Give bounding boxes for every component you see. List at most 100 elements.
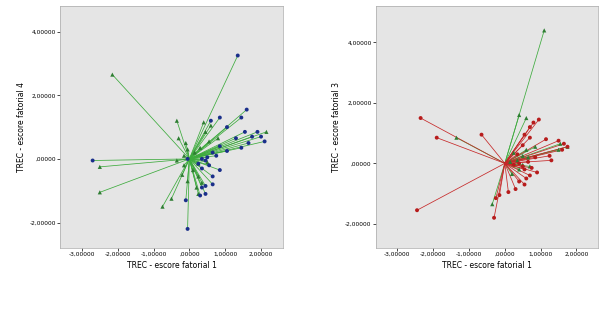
Point xyxy=(108,72,117,77)
Point xyxy=(534,117,544,122)
Point xyxy=(511,187,521,192)
Point xyxy=(222,148,232,153)
Point xyxy=(416,116,425,121)
X-axis label: TREC - escore fatorial 1: TREC - escore fatorial 1 xyxy=(126,261,216,270)
Point xyxy=(197,166,207,171)
Point xyxy=(206,118,216,123)
Point xyxy=(193,161,203,166)
Point xyxy=(247,134,257,139)
Y-axis label: TREC - escore fatorial 3: TREC - escore fatorial 3 xyxy=(332,82,341,172)
Point xyxy=(197,180,207,185)
Point xyxy=(202,155,212,160)
Point xyxy=(243,140,253,145)
Point xyxy=(495,193,504,197)
Point xyxy=(237,145,246,150)
Point xyxy=(183,226,193,231)
Point xyxy=(412,208,422,213)
Point xyxy=(88,158,97,163)
Point xyxy=(233,53,243,58)
Point xyxy=(509,162,519,167)
Point xyxy=(190,150,199,155)
Point xyxy=(188,168,198,173)
Point xyxy=(193,174,203,179)
Point xyxy=(260,139,269,144)
Point xyxy=(193,161,203,166)
Point xyxy=(197,185,207,190)
Point xyxy=(559,141,569,146)
Point xyxy=(181,140,191,145)
Point xyxy=(519,182,529,187)
Point xyxy=(518,164,527,169)
Point xyxy=(240,129,249,134)
Point xyxy=(521,116,531,121)
Point xyxy=(195,193,205,198)
Point xyxy=(504,190,513,195)
Point xyxy=(557,147,567,152)
Point xyxy=(201,192,210,197)
Point xyxy=(215,115,225,120)
Point xyxy=(530,144,540,149)
Point xyxy=(252,129,262,134)
Point xyxy=(563,144,573,149)
Point xyxy=(222,125,232,130)
Point xyxy=(513,158,522,163)
Point xyxy=(193,192,203,197)
Point xyxy=(204,163,214,168)
Point xyxy=(506,159,515,164)
Point xyxy=(95,164,104,169)
Point xyxy=(530,155,540,160)
Point xyxy=(183,179,193,184)
Point xyxy=(515,161,524,166)
Point xyxy=(179,163,189,168)
Point xyxy=(432,135,442,140)
Point xyxy=(202,160,212,165)
Point xyxy=(206,123,216,128)
Point xyxy=(215,168,225,173)
Point xyxy=(201,129,210,134)
Point xyxy=(519,167,529,172)
Point xyxy=(513,152,522,157)
Point xyxy=(201,158,210,163)
Point xyxy=(178,172,187,177)
Point xyxy=(191,185,201,190)
Point xyxy=(532,170,542,175)
Point xyxy=(515,179,524,184)
Point xyxy=(528,120,538,125)
Point xyxy=(183,147,193,152)
Point xyxy=(256,134,266,139)
Point xyxy=(237,115,246,120)
Point xyxy=(491,196,501,201)
Point xyxy=(242,107,251,112)
Point xyxy=(525,135,535,140)
Point xyxy=(554,138,564,143)
Point xyxy=(487,202,497,207)
Point xyxy=(167,196,176,201)
Point xyxy=(215,144,225,149)
Point xyxy=(519,132,529,137)
Y-axis label: TREC - escore fatorial 4: TREC - escore fatorial 4 xyxy=(16,82,25,172)
Point xyxy=(174,136,184,141)
Point xyxy=(525,173,535,178)
Point xyxy=(545,153,554,158)
Point xyxy=(201,184,210,188)
Point xyxy=(231,136,241,141)
Point xyxy=(518,153,527,158)
Point xyxy=(563,144,573,149)
Point xyxy=(172,118,182,123)
Point xyxy=(541,137,551,142)
Point xyxy=(518,143,527,148)
Point xyxy=(523,159,533,164)
Point xyxy=(518,162,527,167)
Point xyxy=(158,204,167,209)
Point xyxy=(197,157,207,162)
Point xyxy=(521,147,531,152)
Point xyxy=(556,141,565,146)
Point xyxy=(547,158,556,163)
Point xyxy=(208,182,217,187)
Point xyxy=(509,150,519,155)
Point xyxy=(507,171,517,176)
Point xyxy=(179,153,189,158)
Point xyxy=(208,150,217,155)
Point xyxy=(452,135,461,140)
Point xyxy=(204,139,214,144)
